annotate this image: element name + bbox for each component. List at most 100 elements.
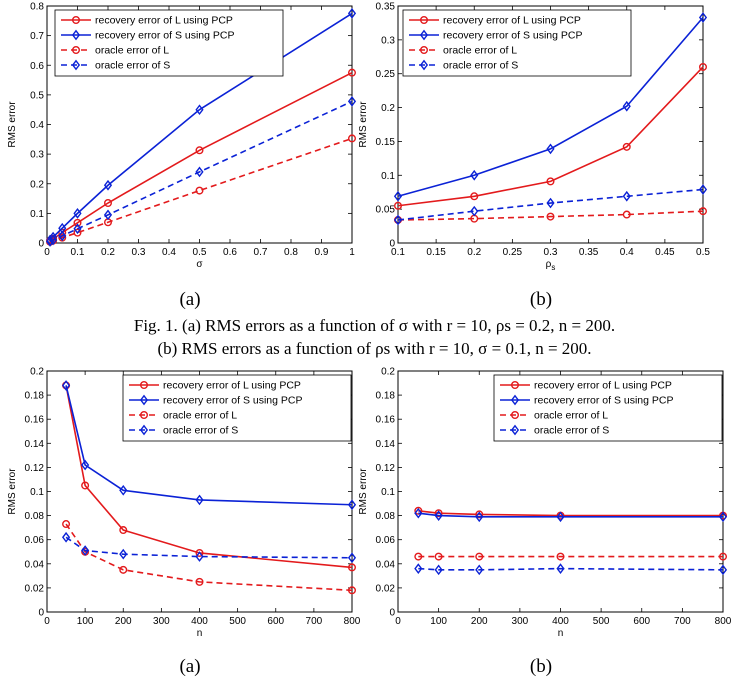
- data-point: [414, 552, 423, 561]
- y-tick-label: 0.02: [25, 583, 45, 594]
- data-point: [49, 234, 58, 246]
- data-point: [73, 218, 82, 227]
- x-tick-label: 500: [593, 616, 610, 627]
- data-point: [546, 197, 555, 209]
- x-tick-label: 0: [44, 247, 50, 258]
- legend-entry-label: recovery error of L using PCP: [163, 380, 301, 392]
- legend-marker: [139, 381, 148, 390]
- y-tick-label: 0.14: [25, 439, 45, 450]
- x-tick-label: 0.7: [254, 247, 268, 258]
- y-tick-label: 0.08: [376, 511, 396, 522]
- data-point: [698, 12, 708, 23]
- legend-marker: [420, 16, 429, 25]
- y-tick-label: 0.14: [376, 439, 396, 450]
- data-point: [546, 212, 555, 221]
- x-tick-label: 800: [715, 616, 732, 627]
- data-point: [394, 201, 403, 210]
- x-tick-label: 0.4: [620, 247, 634, 258]
- data-point: [414, 506, 423, 515]
- series-line: [65, 385, 353, 569]
- y-tick-label: 0.4: [30, 120, 44, 131]
- panel-label-bottom-right: (b): [530, 656, 552, 677]
- data-point: [58, 230, 67, 242]
- data-point: [73, 223, 82, 235]
- x-tick-label: 0.15: [426, 247, 446, 258]
- y-tick-label: 0.1: [30, 487, 44, 498]
- data-point: [470, 205, 479, 217]
- data-point: [103, 209, 113, 221]
- x-tick-label: 0.5: [696, 247, 710, 258]
- panel-label-bottom-left: (a): [179, 656, 200, 677]
- x-tick-label: 0.25: [503, 247, 523, 258]
- y-tick-label: 0.02: [376, 583, 396, 594]
- data-point: [414, 563, 423, 574]
- legend-marker: [419, 59, 429, 71]
- y-tick-label: 0.1: [381, 487, 395, 498]
- x-tick-label: 1: [349, 247, 355, 258]
- data-point: [195, 104, 204, 116]
- legend-entry-label: recovery error of S using PCP: [443, 30, 582, 42]
- y-tick-label: 0.7: [30, 31, 44, 42]
- legend-entry-label: oracle error of S: [95, 60, 170, 72]
- y-tick-label: 0.1: [30, 209, 44, 220]
- data-point: [434, 564, 443, 576]
- y-tick-label: 0: [38, 608, 44, 619]
- legend-marker: [510, 394, 520, 406]
- data-point: [699, 62, 708, 71]
- legend-box: [402, 9, 632, 77]
- chart-bottom-right: 0 100 200 300 400 500 600 700 800 0 0.02 0.04 0.06 0.…: [358, 367, 732, 640]
- x-tick-label: 200: [115, 616, 132, 627]
- data-point: [475, 511, 484, 523]
- legend-box: [54, 9, 284, 77]
- y-tick-label: 0.2: [381, 367, 395, 378]
- series-line: [65, 536, 353, 559]
- y-tick-label: 0.25: [376, 69, 396, 80]
- legend-entry-label: oracle error of L: [443, 45, 517, 57]
- data-point: [45, 236, 55, 247]
- x-axis-label: n: [558, 628, 564, 639]
- data-point: [556, 552, 565, 561]
- x-tick-label: 0.2: [467, 247, 481, 258]
- x-tick-label: 700: [674, 616, 691, 627]
- legend-box: [493, 374, 723, 442]
- data-point: [393, 190, 403, 202]
- legend-marker: [511, 381, 520, 390]
- chart-top-right: 0.1 0.15 0.2 0.25 0.3 0.35 0.4 0.45 0.5 0 0.05 0.1 0…: [358, 2, 710, 273]
- x-tick-label: 0.5: [193, 247, 207, 258]
- legend-entry-label: recovery error of S using PCP: [163, 395, 302, 407]
- y-tick-label: 0.05: [376, 205, 396, 216]
- legend-entry-label: recovery error of S using PCP: [534, 395, 673, 407]
- data-point: [195, 577, 204, 586]
- legend-marker: [510, 424, 520, 436]
- y-tick-label: 0.35: [376, 2, 396, 13]
- figure-caption-line-2: (b) RMS errors as a function of ρs with …: [157, 339, 592, 358]
- x-tick-label: 0.35: [579, 247, 599, 258]
- data-point: [195, 551, 204, 562]
- legend-entry-label: oracle error of S: [163, 425, 238, 437]
- series-line: [49, 100, 353, 243]
- data-point: [195, 146, 204, 155]
- data-point: [470, 169, 479, 181]
- series-line: [397, 66, 704, 207]
- data-point: [73, 208, 82, 219]
- data-point: [347, 552, 357, 564]
- x-tick-label: 100: [430, 616, 447, 627]
- data-point: [81, 459, 90, 471]
- legend-marker: [71, 29, 81, 41]
- legend-marker: [71, 46, 80, 55]
- x-tick-label: 0.1: [391, 247, 405, 258]
- y-tick-label: 0.16: [25, 415, 45, 426]
- y-tick-label: 0: [389, 608, 395, 619]
- legend-marker: [139, 424, 149, 436]
- x-tick-label: 0.3: [132, 247, 146, 258]
- data-point: [103, 199, 112, 208]
- y-axis-label: RMS error: [7, 468, 18, 515]
- x-tick-label: 500: [229, 616, 246, 627]
- legend: recovery error of L using PCP recovery er…: [402, 9, 632, 77]
- y-tick-label: 0.3: [381, 35, 395, 46]
- x-tick-label: 100: [77, 616, 94, 627]
- y-tick-label: 0.06: [376, 535, 396, 546]
- legend-entry-label: recovery error of S using PCP: [95, 30, 234, 42]
- x-axis-label: ρs: [546, 259, 556, 272]
- y-tick-label: 0.06: [25, 535, 45, 546]
